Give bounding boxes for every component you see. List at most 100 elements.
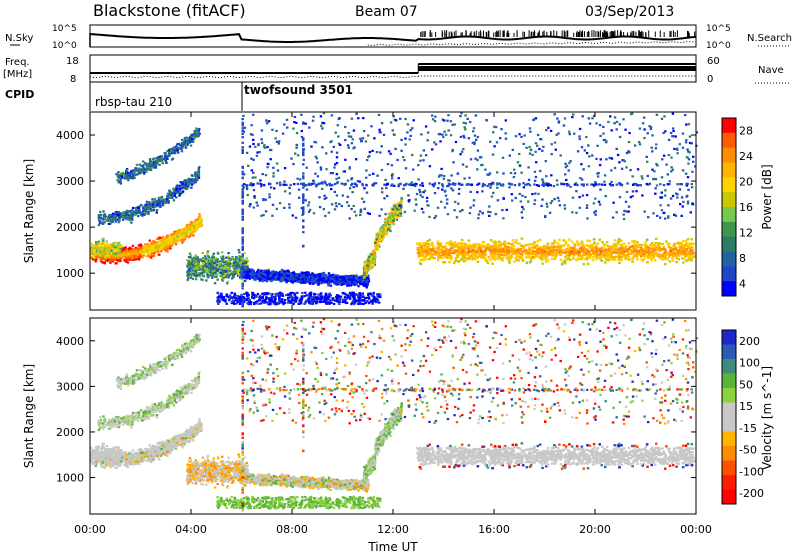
power-cell — [191, 262, 195, 265]
power-cell — [287, 293, 290, 296]
power-cell — [216, 273, 219, 276]
power-cell — [121, 215, 125, 218]
power-cell — [124, 217, 128, 220]
power-cell — [114, 255, 117, 258]
power-cell — [188, 268, 191, 271]
power-cell — [323, 296, 326, 299]
power-cell — [208, 265, 211, 268]
power-cell — [168, 153, 171, 156]
power-cell — [357, 294, 360, 297]
power-cell — [125, 209, 129, 212]
power-cell — [125, 260, 128, 263]
power-cell — [136, 173, 139, 176]
power-cell — [208, 259, 212, 263]
power-cell — [261, 280, 264, 283]
power-cell — [118, 219, 121, 222]
power-cell — [209, 268, 213, 271]
power-cell — [117, 210, 120, 214]
power-cell — [189, 223, 192, 226]
power-cell — [119, 180, 122, 183]
power-cell — [343, 292, 346, 295]
power-cell — [362, 284, 366, 287]
power-cell — [124, 258, 127, 261]
power-cell — [149, 160, 152, 163]
power-cell — [195, 179, 199, 182]
power-cell — [161, 202, 164, 205]
power-cell — [298, 277, 301, 280]
power-cell — [243, 252, 246, 255]
power-cell — [230, 263, 234, 266]
power-cell — [153, 252, 156, 255]
power-cell — [101, 261, 104, 264]
power-cell — [158, 163, 161, 166]
power-cell — [173, 190, 176, 194]
power-cell — [273, 301, 277, 304]
power-cell — [194, 225, 197, 228]
power-cell — [142, 167, 146, 170]
power-cell — [242, 259, 245, 262]
power-cell — [99, 254, 102, 257]
power-cell — [265, 296, 268, 299]
power-cell — [227, 264, 230, 267]
power-cell — [156, 158, 160, 161]
power-cell — [245, 257, 248, 260]
power-cell — [103, 214, 106, 217]
power-cell — [164, 154, 167, 157]
power-cell — [198, 222, 201, 225]
power-cell — [157, 198, 161, 201]
power-cell — [212, 252, 215, 255]
power-cell — [233, 261, 236, 264]
power-cell — [131, 174, 135, 177]
power-cell — [375, 298, 379, 301]
power-cell — [138, 209, 141, 212]
power-cell — [200, 278, 203, 281]
power-cell — [215, 275, 218, 278]
power-cell — [174, 236, 178, 239]
power-cell — [187, 141, 190, 144]
power-cell — [111, 214, 115, 217]
power-cell — [186, 270, 189, 274]
power-cell — [154, 202, 157, 205]
power-cell — [172, 199, 176, 202]
power-cell — [234, 270, 238, 273]
power-cell — [161, 204, 164, 207]
power-cell — [173, 232, 176, 235]
power-cell — [273, 271, 276, 275]
power-cell — [197, 167, 201, 170]
power-cell — [196, 267, 199, 271]
power-cell — [288, 296, 291, 299]
power-cell — [287, 270, 290, 273]
power-cell — [116, 255, 119, 258]
power-cell — [108, 243, 111, 246]
power-cell — [276, 271, 280, 274]
power-cell — [180, 150, 184, 153]
power-cell — [238, 276, 242, 280]
power-cell — [133, 171, 136, 174]
power-cell — [149, 244, 152, 247]
power-cell — [168, 151, 171, 155]
power-cell — [188, 139, 191, 142]
power-cell — [148, 253, 151, 256]
power-cell — [206, 259, 210, 262]
power-cell — [273, 273, 277, 276]
freq-dense-block — [418, 66, 696, 71]
power-cell — [110, 249, 113, 252]
power-cell — [196, 261, 199, 264]
power-cell — [142, 245, 145, 248]
power-cell — [286, 301, 290, 304]
power-cell — [157, 202, 160, 205]
power-cell — [140, 249, 143, 252]
power-cell — [114, 254, 117, 257]
power-cell — [118, 244, 122, 247]
power-cell — [195, 257, 198, 260]
power-cell — [151, 209, 154, 212]
power-cell — [319, 295, 322, 298]
power-cell — [115, 250, 119, 253]
power-cell — [124, 213, 128, 217]
power-cell — [182, 185, 186, 188]
power-cell — [220, 274, 223, 277]
power-cell — [221, 265, 224, 268]
power-cell — [256, 300, 259, 303]
power-cell — [170, 236, 174, 239]
power-cell — [181, 241, 184, 244]
